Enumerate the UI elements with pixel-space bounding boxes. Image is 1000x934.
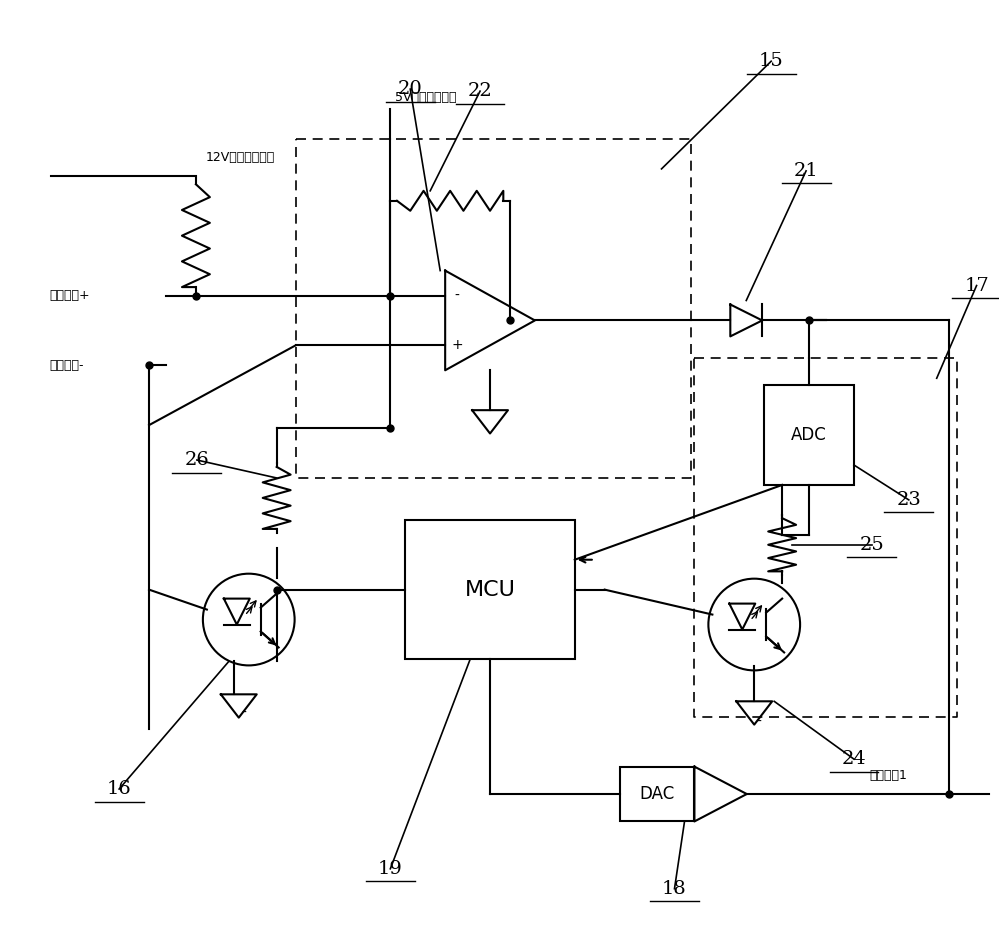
Text: -: - <box>455 289 460 303</box>
Bar <box>620 767 694 821</box>
Text: 22: 22 <box>468 82 492 100</box>
Text: 15: 15 <box>759 52 784 70</box>
Text: 18: 18 <box>662 880 687 898</box>
Text: 25: 25 <box>860 536 884 554</box>
Text: MCU: MCU <box>465 580 515 600</box>
Text: -: - <box>757 715 762 729</box>
Text: 16: 16 <box>107 780 132 798</box>
Bar <box>405 520 575 659</box>
Text: ADC: ADC <box>791 426 827 444</box>
Text: 12V直流辅助电源: 12V直流辅助电源 <box>206 151 275 163</box>
Text: 19: 19 <box>378 860 403 878</box>
Text: 21: 21 <box>794 162 818 180</box>
Text: 23: 23 <box>896 491 921 509</box>
Text: 26: 26 <box>185 451 209 469</box>
Text: DAC: DAC <box>639 785 675 803</box>
Bar <box>764 385 854 485</box>
Text: 17: 17 <box>964 276 989 294</box>
Text: +: + <box>451 338 463 352</box>
Text: 调光信号+: 调光信号+ <box>49 289 90 302</box>
Text: -: - <box>241 706 246 720</box>
Text: 参考电平1: 参考电平1 <box>869 769 907 782</box>
Text: 24: 24 <box>842 750 866 768</box>
Text: 5V直流辅助电源: 5V直流辅助电源 <box>395 92 457 104</box>
Text: 调光信号-: 调光信号- <box>49 359 84 372</box>
Text: 20: 20 <box>398 80 423 98</box>
